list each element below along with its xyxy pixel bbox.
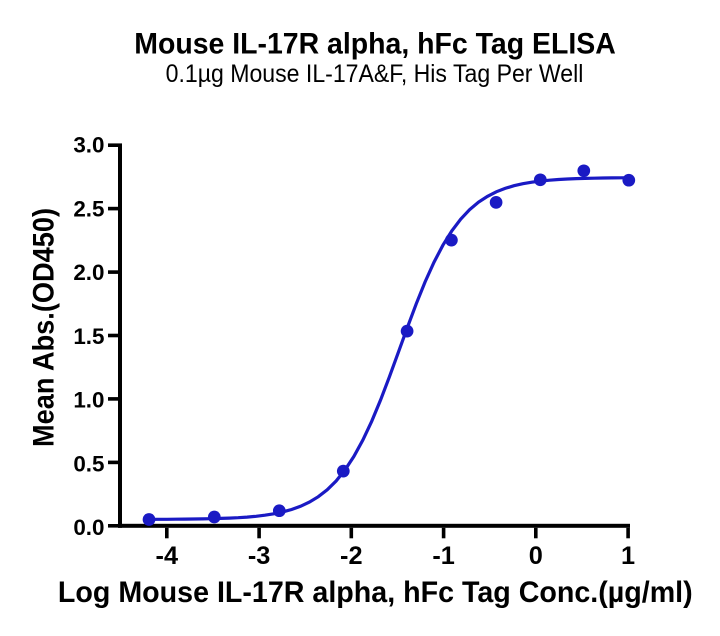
svg-text:-1: -1 [432, 542, 455, 570]
svg-text:-4: -4 [156, 542, 179, 570]
svg-text:2.0: 2.0 [73, 260, 104, 285]
svg-text:0.5: 0.5 [73, 451, 104, 476]
svg-text:0.1µg Mouse IL-17A&F, His Tag: 0.1µg Mouse IL-17A&F, His Tag Per Well [166, 61, 584, 88]
svg-text:Mean Abs.(OD450): Mean Abs.(OD450) [28, 208, 61, 447]
svg-text:-2: -2 [340, 542, 363, 570]
svg-text:0: 0 [529, 542, 543, 570]
svg-text:Log Mouse IL-17R alpha, hFc Ta: Log Mouse IL-17R alpha, hFc Tag Conc.(µg… [58, 576, 693, 609]
svg-text:Mouse IL-17R alpha, hFc Tag EL: Mouse IL-17R alpha, hFc Tag ELISA [134, 27, 616, 60]
svg-text:1.5: 1.5 [73, 324, 104, 349]
svg-text:2.5: 2.5 [73, 196, 104, 221]
svg-text:0.0: 0.0 [73, 515, 104, 540]
svg-text:1: 1 [621, 542, 635, 570]
svg-text:1.0: 1.0 [73, 388, 104, 413]
svg-text:-3: -3 [248, 542, 271, 570]
svg-text:3.0: 3.0 [73, 133, 104, 158]
